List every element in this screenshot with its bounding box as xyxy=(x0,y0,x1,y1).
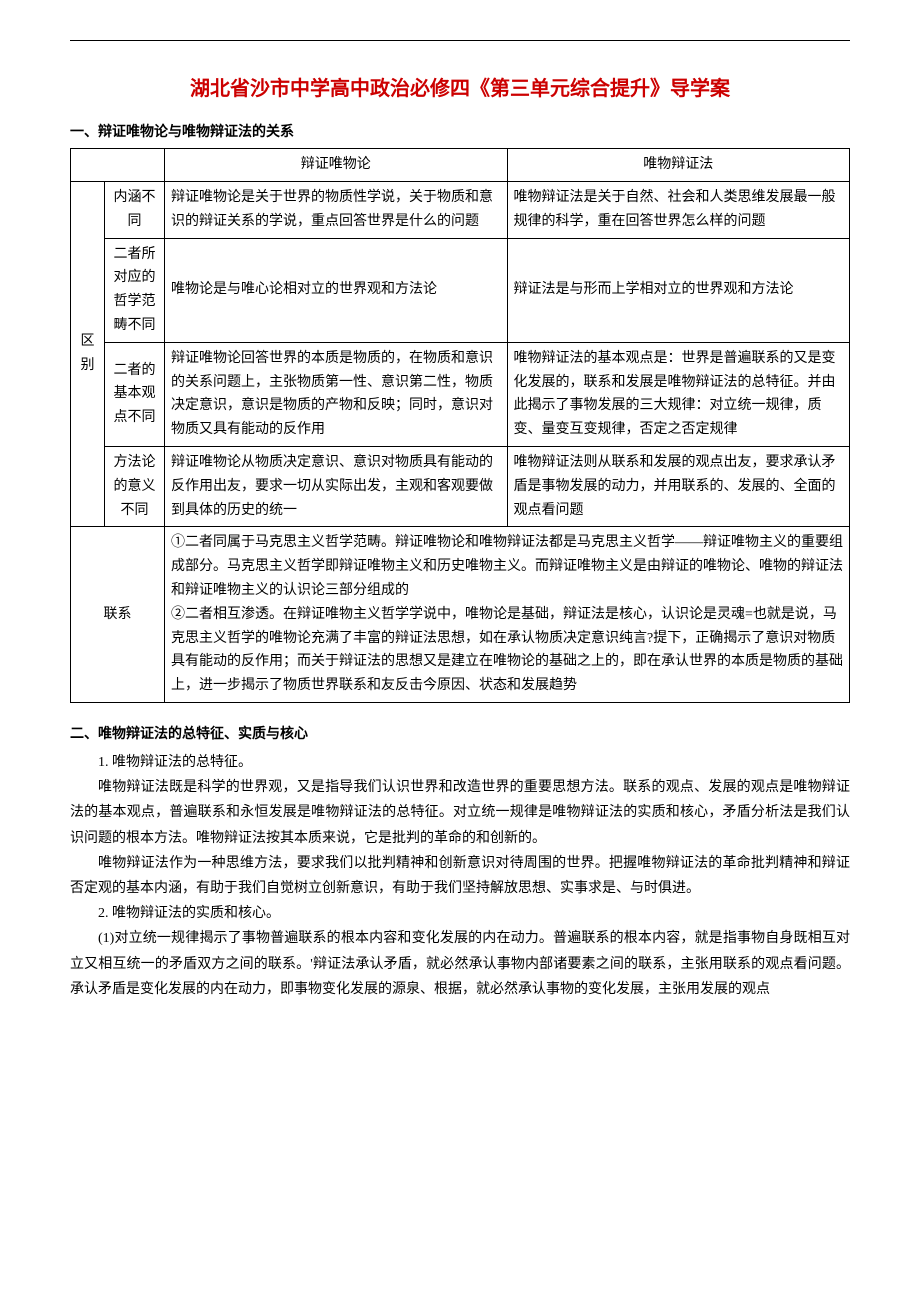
header-col-2: 唯物辩证法 xyxy=(507,149,850,182)
paragraph: 唯物辩证法既是科学的世界观，又是指导我们认识世界和改造世界的重要思想方法。联系的… xyxy=(70,775,850,851)
row-3-col-2: 唯物辩证法的基本观点是：世界是普遍联系的又是变化发展的，联系和发展是唯物辩证法的… xyxy=(507,342,850,446)
table-row: 区别 内涵不同 辩证唯物论是关于世界的物质性学说，关于物质和意识的辩证关系的学说… xyxy=(71,181,850,238)
row-1-label: 内涵不同 xyxy=(105,181,165,238)
row-4-col-1: 辩证唯物论从物质决定意识、意识对物质具有能动的反作用出友，要求一切从实际出发，主… xyxy=(165,446,508,526)
paragraph: (1)对立统一规律揭示了事物普遍联系的根本内容和变化发展的内在动力。普遍联系的根… xyxy=(70,926,850,1002)
row-1-col-1: 辩证唯物论是关于世界的物质性学说，关于物质和意识的辩证关系的学说，重点回答世界是… xyxy=(165,181,508,238)
row-2-label: 二者所对应的哲学范畴不同 xyxy=(105,238,165,342)
row-4-col-2: 唯物辩证法则从联系和发展的观点出友，要求承认矛盾是事物发展的动力，并用联系的、发… xyxy=(507,446,850,526)
row-3-label: 二者的基本观点不同 xyxy=(105,342,165,446)
row-3-col-1: 辩证唯物论回答世界的本质是物质的，在物质和意识的关系问题上，主张物质第一性、意识… xyxy=(165,342,508,446)
link-label: 联系 xyxy=(71,527,165,703)
top-divider xyxy=(70,40,850,41)
difference-label: 区别 xyxy=(71,181,105,526)
table-row: 方法论的意义不同 辩证唯物论从物质决定意识、意识对物质具有能动的反作用出友，要求… xyxy=(71,446,850,526)
table-row: 二者的基本观点不同 辩证唯物论回答世界的本质是物质的，在物质和意识的关系问题上，… xyxy=(71,342,850,446)
row-4-label: 方法论的意义不同 xyxy=(105,446,165,526)
section-2-heading: 二、唯物辩证法的总特征、实质与核心 xyxy=(70,721,850,746)
comparison-table: 辩证唯物论 唯物辩证法 区别 内涵不同 辩证唯物论是关于世界的物质性学说，关于物… xyxy=(70,148,850,703)
numbered-item: 1. 唯物辩证法的总特征。 xyxy=(70,750,850,775)
table-row: 二者所对应的哲学范畴不同 唯物论是与唯心论相对立的世界观和方法论 辩证法是与形而… xyxy=(71,238,850,342)
header-col-1: 辩证唯物论 xyxy=(165,149,508,182)
table-header-row: 辩证唯物论 唯物辩证法 xyxy=(71,149,850,182)
section-1-heading: 一、辩证唯物论与唯物辩证法的关系 xyxy=(70,119,850,144)
numbered-item: 2. 唯物辩证法的实质和核心。 xyxy=(70,901,850,926)
table-row: 联系 ①二者同属于马克思主义哲学范畴。辩证唯物论和唯物辩证法都是马克思主义哲学—… xyxy=(71,527,850,703)
row-2-col-2: 辩证法是与形而上学相对立的世界观和方法论 xyxy=(507,238,850,342)
row-1-col-2: 唯物辩证法是关于自然、社会和人类思维发展最一般规律的科学，重在回答世界怎么样的问… xyxy=(507,181,850,238)
link-text: ①二者同属于马克思主义哲学范畴。辩证唯物论和唯物辩证法都是马克思主义哲学——辩证… xyxy=(165,527,850,703)
row-2-col-1: 唯物论是与唯心论相对立的世界观和方法论 xyxy=(165,238,508,342)
body-text-block: 1. 唯物辩证法的总特征。 唯物辩证法既是科学的世界观，又是指导我们认识世界和改… xyxy=(70,750,850,1002)
paragraph: 唯物辩证法作为一种思维方法，要求我们以批判精神和创新意识对待周围的世界。把握唯物… xyxy=(70,851,850,901)
document-title: 湖北省沙市中学高中政治必修四《第三单元综合提升》导学案 xyxy=(70,71,850,107)
header-empty xyxy=(71,149,165,182)
